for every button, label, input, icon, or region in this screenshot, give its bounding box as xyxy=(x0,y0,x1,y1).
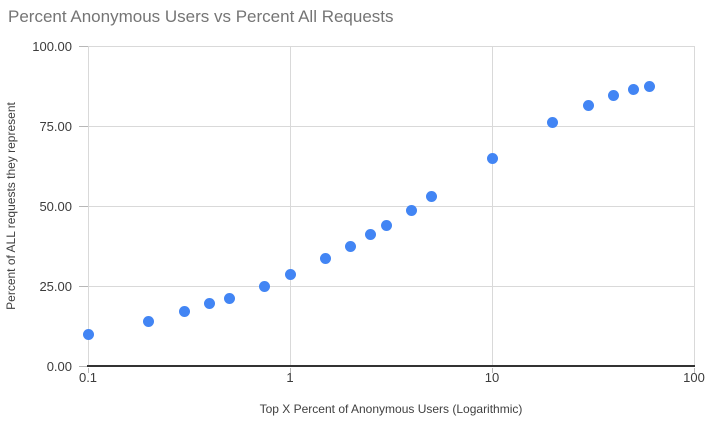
data-point[interactable] xyxy=(178,306,190,318)
y-tick-label: 50.00 xyxy=(39,198,72,214)
y-axis-tick xyxy=(79,205,88,207)
y-tick-label: 0.00 xyxy=(46,358,72,374)
data-point[interactable] xyxy=(547,117,559,129)
y-tick-label: 75.00 xyxy=(39,118,72,134)
x-axis-title: Top X Percent of Anonymous Users (Logari… xyxy=(259,402,523,416)
data-point[interactable] xyxy=(259,280,271,292)
v-gridline xyxy=(289,46,291,366)
h-gridline xyxy=(88,125,694,127)
x-axis-tick xyxy=(289,368,291,373)
y-tick-label: 25.00 xyxy=(39,278,72,294)
h-gridline xyxy=(88,285,694,287)
data-point[interactable] xyxy=(582,99,594,111)
data-point[interactable] xyxy=(320,253,332,265)
x-axis-line xyxy=(87,365,695,367)
data-point[interactable] xyxy=(380,219,392,231)
data-point[interactable] xyxy=(643,80,655,92)
y-tick-label: 100.00 xyxy=(32,38,72,54)
x-axis-tick xyxy=(693,368,695,373)
h-gridline xyxy=(88,205,694,207)
data-point[interactable] xyxy=(627,83,639,95)
y-axis-tick xyxy=(79,285,88,287)
data-point[interactable] xyxy=(223,293,235,305)
plot-area xyxy=(79,45,695,373)
data-point[interactable] xyxy=(82,328,94,340)
x-tick-label: 0.1 xyxy=(78,370,98,385)
chart-title: Percent Anonymous Users vs Percent All R… xyxy=(8,7,394,26)
data-point[interactable] xyxy=(284,269,296,281)
y-axis-tick xyxy=(79,45,88,47)
data-point[interactable] xyxy=(345,240,357,252)
h-gridline xyxy=(88,45,694,47)
x-tick-label: 100 xyxy=(683,370,705,385)
data-point[interactable] xyxy=(486,152,498,164)
y-axis-tick xyxy=(79,365,88,367)
x-axis-tick xyxy=(87,368,89,373)
x-tick-label: 10 xyxy=(484,370,500,385)
y-axis-tick xyxy=(79,125,88,127)
data-point[interactable] xyxy=(608,90,620,102)
data-point[interactable] xyxy=(143,315,155,327)
v-gridline xyxy=(87,46,89,366)
v-gridline xyxy=(693,46,695,366)
data-point[interactable] xyxy=(406,205,418,217)
data-point[interactable] xyxy=(364,229,376,241)
x-tick-label: 1 xyxy=(286,370,294,385)
data-point[interactable] xyxy=(425,190,437,202)
x-axis-tick xyxy=(491,368,493,373)
data-point[interactable] xyxy=(204,298,216,310)
v-gridline xyxy=(491,46,493,366)
